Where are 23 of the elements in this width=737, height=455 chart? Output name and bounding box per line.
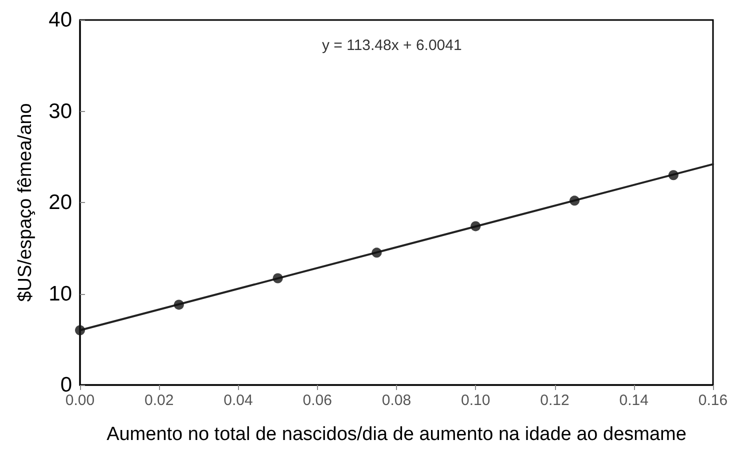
x-tick-label: 0.02: [144, 392, 174, 409]
point: [372, 248, 382, 258]
y-axis-title: $US/espaço fêmea/ano: [15, 103, 36, 302]
y-tick-label: 10: [48, 282, 72, 306]
y-tick-label: 30: [48, 100, 72, 123]
x-tick-label: 0.10: [461, 392, 490, 409]
point: [668, 170, 678, 180]
point: [75, 325, 85, 336]
x-axis-title: Aumento no total de nascidos/dia de aumento na idade ao desmame: [106, 424, 686, 445]
x-tick-label: 0.08: [382, 392, 412, 409]
y-tick-label: 40: [48, 8, 72, 32]
point: [470, 221, 481, 232]
x-tick-label: 0.12: [540, 392, 570, 409]
point: [272, 273, 283, 284]
annotation: y = 113.48x + 6.0041: [322, 37, 462, 54]
y-tick-label: 20: [48, 191, 72, 214]
point: [570, 196, 580, 206]
point: [174, 300, 184, 310]
x-tick-label: 0.14: [619, 392, 648, 409]
x-tick-label: 0.06: [302, 392, 332, 409]
x-tick-label: 0.04: [224, 392, 253, 409]
x-tick-label: 0.16: [698, 392, 728, 409]
x-tick-label: 0.00: [65, 392, 95, 409]
